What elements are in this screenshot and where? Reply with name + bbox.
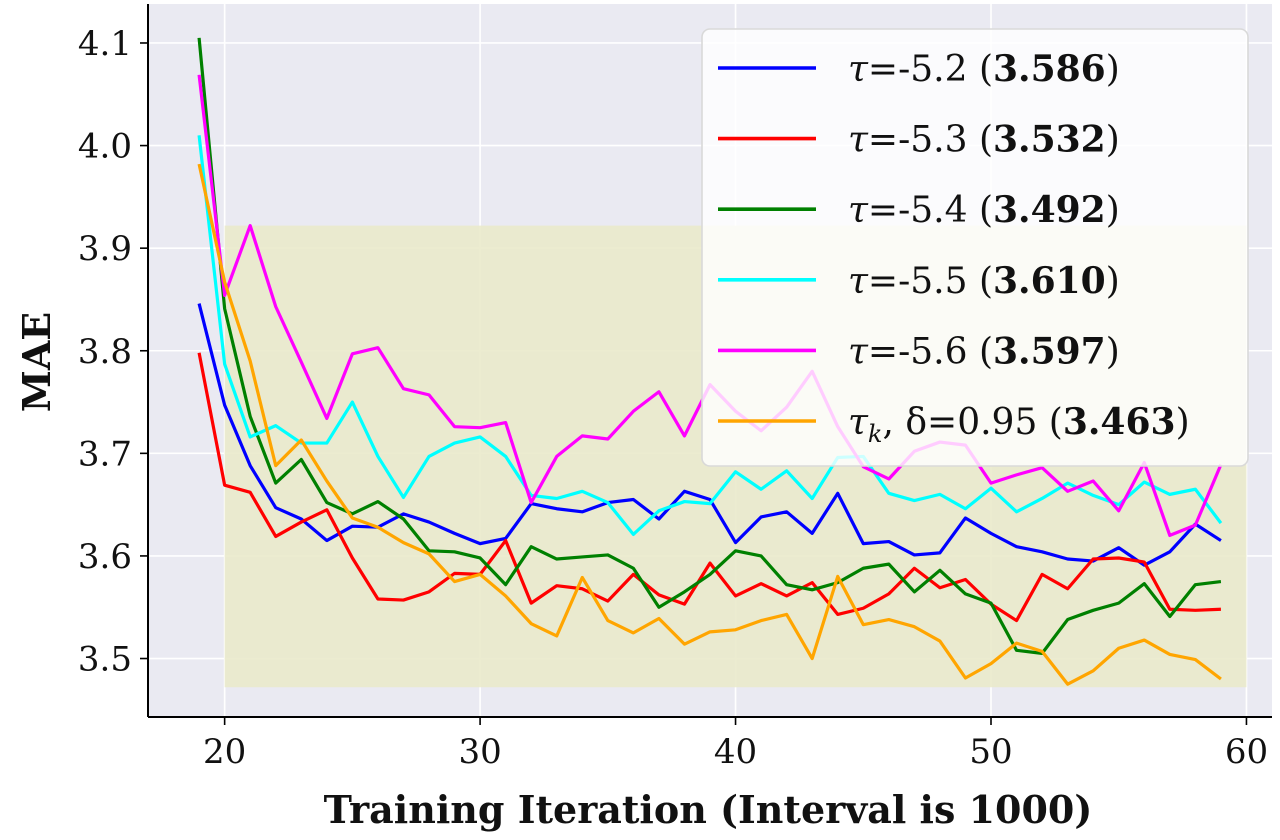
series-line-2: [197, 352, 1221, 623]
y-tick-label: 4.0: [78, 127, 132, 167]
legend: τ=-5.2 (3.586) τ=-5.3 (3.532) τ=-5.4 (3.49…: [701, 28, 1249, 467]
legend-label: τ=-5.2 (3.586): [848, 48, 1120, 90]
y-tick-label: 3.8: [78, 332, 132, 372]
x-tick-label: 20: [203, 732, 246, 772]
y-tick-label: 3.5: [78, 640, 132, 680]
x-tick-label: 60: [1225, 732, 1268, 772]
y-tick-label: 3.9: [78, 229, 132, 269]
legend-item: τ=-5.3 (3.532): [718, 119, 1120, 161]
y-axis-title: MAE: [14, 312, 59, 413]
x-tick-label: 30: [458, 732, 501, 772]
legend-label: τ=-5.4 (3.492): [848, 189, 1120, 231]
legend-item: τk, δ=0.95 (3.463): [718, 401, 1190, 448]
legend-frame: [701, 28, 1249, 467]
series-line-6: [197, 163, 1222, 686]
legend-label: τk, δ=0.95 (3.463): [848, 401, 1190, 448]
series-line-3: [197, 37, 1222, 655]
series-line-4: [197, 135, 1223, 536]
x-tick-label: 40: [714, 732, 757, 772]
legend-item: τ=-5.4 (3.492): [718, 189, 1120, 231]
x-axis-title: Training Iteration (Interval is 1000): [324, 787, 1093, 832]
y-tick-label: 3.7: [78, 434, 132, 474]
legend-item: τ=-5.5 (3.610): [718, 260, 1120, 302]
legend-item: τ=-5.6 (3.597): [718, 330, 1120, 372]
y-tick-label: 4.1: [78, 24, 132, 64]
legend-item: τ=-5.2 (3.586): [718, 48, 1120, 90]
legend-label: τ=-5.6 (3.597): [848, 330, 1120, 372]
legend-label: τ=-5.3 (3.532): [848, 119, 1120, 161]
series-line-1: [197, 303, 1222, 567]
y-tick-label: 3.6: [78, 537, 132, 577]
x-tick-label: 50: [969, 732, 1012, 772]
legend-label: τ=-5.5 (3.610): [848, 260, 1120, 302]
